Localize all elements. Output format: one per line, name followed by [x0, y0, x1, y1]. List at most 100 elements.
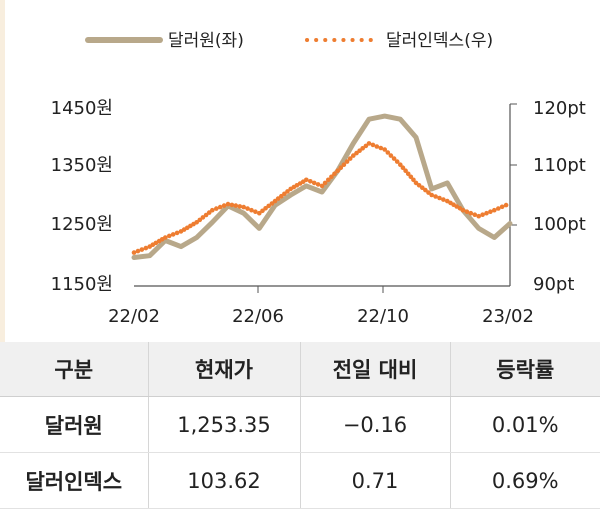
series-point-dxy [411, 177, 416, 183]
legend-label-dxy: 달러인덱스(우) [386, 31, 493, 51]
y-left-tick: 1150원 [51, 274, 113, 295]
series-point-dxy [429, 192, 435, 198]
series-point-dxy [503, 202, 509, 208]
series-point-dxy [206, 210, 212, 215]
series-point-dxy [394, 159, 400, 164]
series-point-dxy [233, 203, 239, 208]
series-point-dxy [163, 235, 168, 240]
series-point-dxy [245, 206, 250, 211]
series-point-dxy [344, 159, 350, 164]
legend-label-usdkrw: 달러원(좌) [168, 31, 244, 51]
plot-area [131, 113, 513, 260]
series-point-dxy [167, 233, 172, 239]
series-point-dxy [200, 215, 206, 220]
series-point-dxy [269, 201, 275, 206]
header-change-rate: 등락률 [450, 342, 600, 397]
series-point-dxy [279, 193, 284, 199]
series-point-dxy [496, 206, 501, 211]
series-point-dxy [437, 195, 442, 201]
series-point-dxy [357, 148, 362, 153]
table-row: 달러원 1,253.35 −0.16 0.01% [0, 396, 600, 453]
series-point-dxy [472, 212, 478, 217]
table-row: 달러인덱스 103.62 0.71 0.69% [0, 452, 600, 509]
row-label: 달러인덱스 [0, 452, 149, 509]
y-left-tick: 1250원 [51, 214, 113, 235]
y-left-tick: 1350원 [51, 155, 113, 176]
series-point-dxy [460, 207, 466, 213]
series-point-dxy [363, 143, 369, 149]
series-point-dxy [408, 174, 414, 180]
series-point-dxy [311, 180, 317, 186]
exchange-rate-chart: 달러원(좌) 달러인덱스(우) 1450원 1350원 1250원 1150원 … [51, 31, 586, 327]
header-change: 전일 대비 [300, 342, 451, 397]
x-tick: 22/06 [232, 306, 284, 327]
series-point-dxy [403, 168, 408, 173]
series-point-dxy [304, 177, 309, 183]
series-point-dxy [319, 183, 325, 189]
series-point-dxy [388, 153, 394, 158]
series-point-dxy [249, 207, 254, 213]
series-point-dxy [217, 204, 223, 210]
y-left-tick: 1450원 [51, 98, 113, 119]
series-point-dxy [174, 230, 180, 236]
series-point-dxy [285, 189, 290, 194]
series-point-dxy [391, 156, 397, 161]
series-point-dxy [378, 145, 384, 151]
series-point-dxy [203, 212, 209, 218]
series-point-dxy [315, 182, 321, 187]
left-accent-bar [0, 0, 5, 342]
y-right-tick: 120pt [533, 98, 586, 119]
series-line-usdkrw [131, 113, 513, 260]
series-point-dxy [488, 209, 493, 214]
current-price-cell: 1,253.35 [148, 396, 301, 453]
change-cell: 0.71 [300, 452, 451, 509]
current-price-cell: 103.62 [148, 452, 301, 509]
series-point-dxy [143, 245, 149, 251]
y-right-tick: 90pt [533, 274, 574, 295]
series-point-dxy [354, 150, 359, 156]
row-label: 달러원 [0, 396, 149, 453]
x-tick: 22/02 [108, 306, 160, 327]
summary-table: 구분 현재가 전일 대비 등락률 달러원 1,253.35 −0.16 0.01… [0, 342, 600, 509]
series-point-dxy [341, 162, 347, 167]
series-point-dxy [241, 204, 246, 210]
series-point-dxy [225, 201, 231, 207]
series-point-dxy [260, 208, 265, 214]
series-point-dxy [275, 196, 281, 201]
series-point-dxy [433, 194, 438, 199]
header-category: 구분 [0, 342, 149, 397]
y-right-tick: 110pt [533, 155, 586, 176]
x-tick: 22/10 [357, 306, 409, 327]
legend: 달러원(좌) 달러인덱스(우) [85, 31, 493, 51]
series-point-dxy [214, 206, 219, 211]
series-point-dxy [282, 191, 287, 197]
series-point-dxy [492, 207, 497, 213]
series-point-dxy [335, 168, 341, 173]
series-point-dxy [476, 213, 482, 219]
series-point-dxy [464, 209, 470, 214]
series-point-dxy [423, 187, 428, 193]
series-point-dxy [322, 180, 328, 186]
series-point-dxy [370, 142, 376, 148]
series-point-dxy [484, 210, 489, 216]
series-point-dxy [272, 198, 278, 204]
series-point-dxy [221, 203, 227, 208]
series-point-dxy [229, 202, 235, 208]
series-point-dxy [197, 217, 203, 223]
series-point-dxy [468, 210, 474, 216]
change-cell: −0.16 [300, 396, 451, 453]
series-point-dxy [405, 171, 411, 177]
series-point-dxy [366, 141, 372, 146]
header-current-price: 현재가 [148, 342, 301, 397]
table-header-row: 구분 현재가 전일 대비 등락률 [0, 342, 600, 397]
series-point-dxy [326, 177, 331, 183]
series-point-dxy [210, 207, 215, 213]
series-point-dxy [135, 248, 141, 254]
series-point-dxy [420, 185, 425, 190]
change-rate-cell: 0.69% [450, 452, 600, 509]
series-point-dxy [347, 156, 353, 161]
series-point-dxy [499, 204, 505, 210]
series-point-dxy [329, 174, 334, 180]
change-rate-cell: 0.01% [450, 396, 600, 453]
series-point-dxy [257, 210, 262, 216]
